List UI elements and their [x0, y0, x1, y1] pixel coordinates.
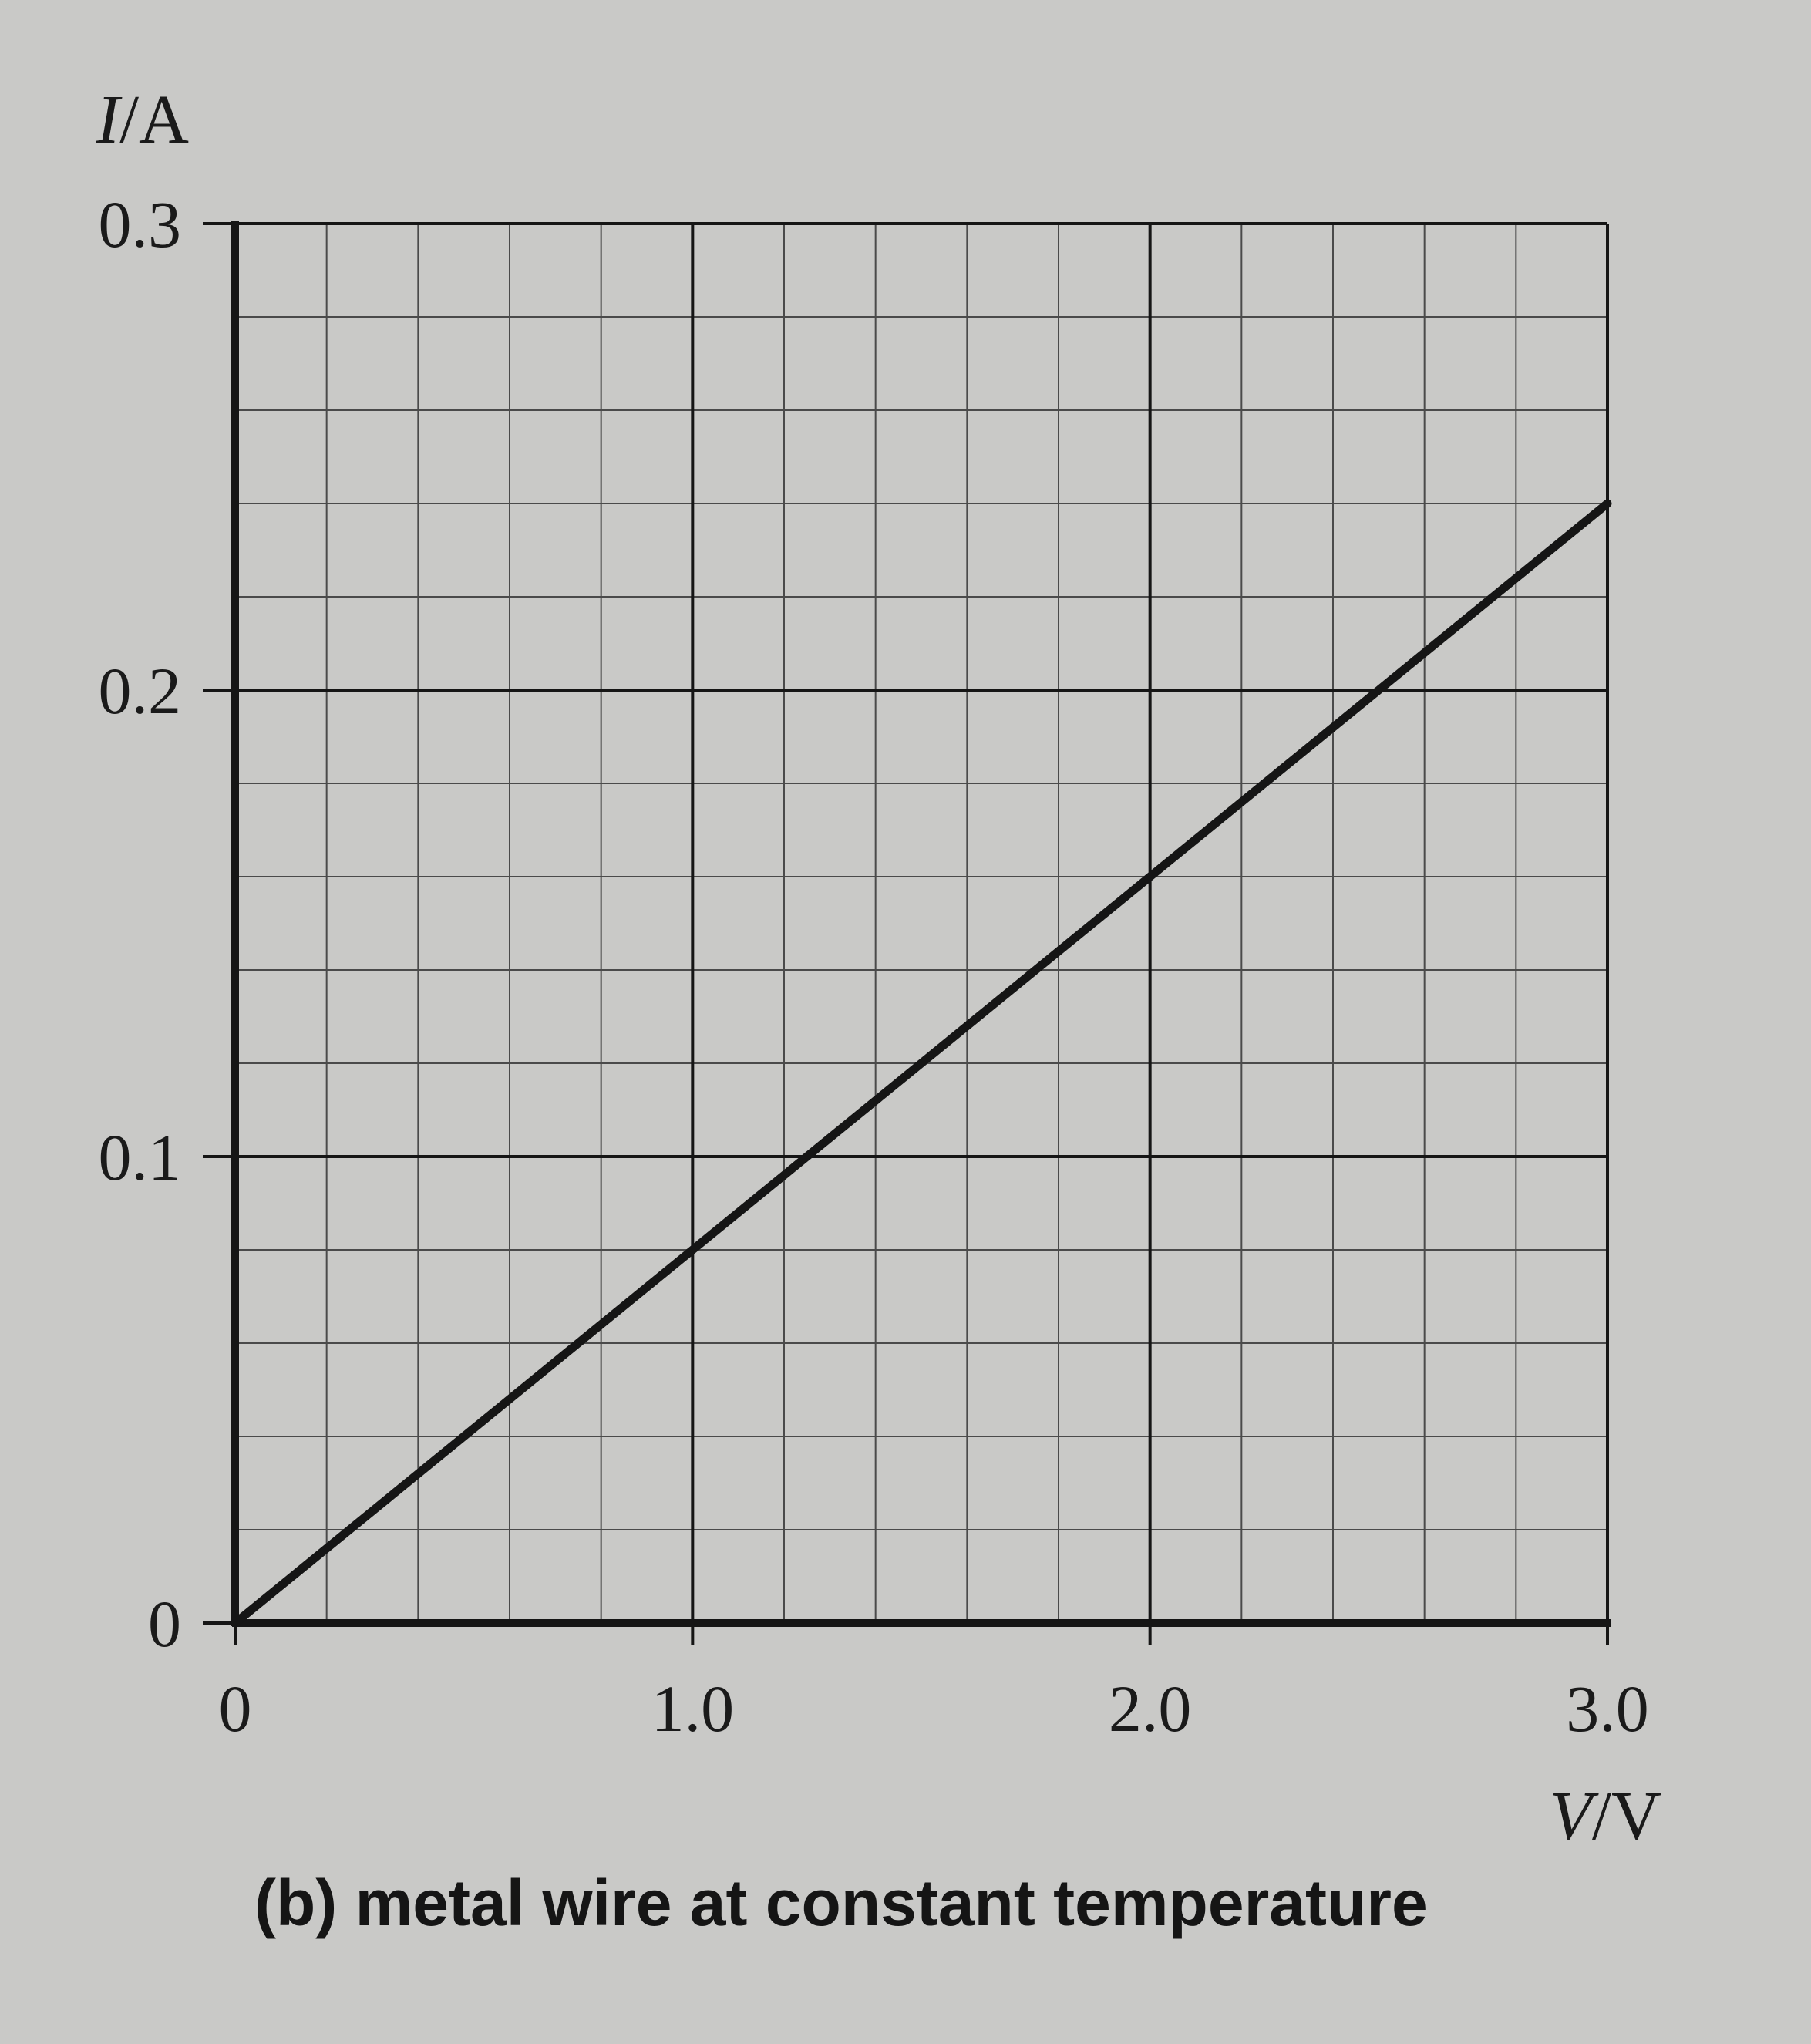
series-line — [231, 499, 1612, 1628]
y-tick-label: 0 — [148, 1587, 181, 1661]
tick-marks — [203, 222, 1609, 1645]
minor-gridlines — [235, 223, 1608, 1623]
y-axis-separator: / — [119, 82, 139, 158]
x-tick-label: 2.0 — [1109, 1672, 1192, 1746]
figure-caption: (b) metal wire at constant temperature — [254, 1867, 1428, 1939]
major-gridlines — [235, 222, 1609, 1623]
series-layer — [231, 499, 1612, 1628]
axes — [231, 221, 1611, 1627]
y-axis-title: I/A — [96, 82, 189, 158]
x-axis-symbol: V — [1550, 1778, 1599, 1854]
x-tick-label: 0 — [219, 1672, 252, 1746]
y-axis-unit: A — [139, 82, 189, 158]
y-tick-label: 0.2 — [99, 654, 182, 728]
y-tick-label: 0.3 — [99, 187, 182, 261]
x-tick-labels: 0 1.0 2.0 3.0 — [219, 1672, 1649, 1746]
y-tick-labels: 0 0.1 0.2 0.3 — [99, 187, 182, 1661]
y-tick-label: 0.1 — [99, 1120, 182, 1194]
x-axis-unit: V — [1611, 1778, 1661, 1854]
x-axis-title: V/V — [1550, 1778, 1661, 1854]
y-axis-symbol: I — [96, 82, 123, 158]
x-tick-label: 1.0 — [651, 1672, 735, 1746]
x-axis-separator: / — [1592, 1778, 1611, 1854]
x-tick-label: 3.0 — [1566, 1672, 1649, 1746]
